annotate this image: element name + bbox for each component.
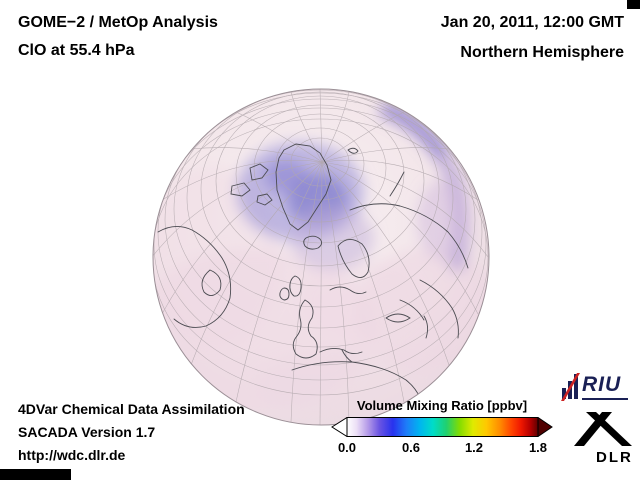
coastlines: [157, 143, 469, 399]
coast-north-america: [157, 226, 232, 328]
colorbar-title: Volume Mixing Ratio [ppbv]: [356, 398, 528, 413]
globe-limb: [152, 88, 490, 426]
colorbar-tick-1: 0.6: [401, 440, 421, 455]
top-right-corner-mark: [627, 0, 640, 9]
coast-africa: [291, 361, 421, 399]
riu-bars-icon: [561, 373, 580, 401]
riu-label: RIU: [582, 373, 622, 396]
footer-version: SACADA Version 1.7: [18, 424, 156, 440]
colorbar-gradient-bar: [346, 417, 539, 437]
riu-underline: [582, 398, 628, 400]
header-product: GOME−2 / MetOp Analysis: [18, 14, 218, 31]
coast-europe: [292, 299, 318, 359]
coast-siberia: [349, 203, 469, 269]
colorbar-right-arrow: [537, 417, 553, 437]
footer-assimilation: 4DVar Chemical Data Assimilation: [18, 401, 245, 417]
header-datetime: Jan 20, 2011, 12:00 GMT: [440, 14, 624, 31]
colorbar-left-arrow: [331, 417, 348, 437]
coast-greenland: [275, 143, 332, 231]
coast-scandinavia: [337, 239, 370, 278]
colorbar-tick-2: 1.2: [464, 440, 484, 455]
riu-logo: RIU: [561, 372, 631, 402]
header-quantity: ClO at 55.4 hPa: [18, 42, 135, 59]
colorbar-tick-3: 1.8: [528, 440, 548, 455]
dlr-logo: DLR: [572, 408, 634, 466]
riu-red-slash-icon: [561, 373, 580, 401]
header-region: Northern Hemisphere: [460, 44, 624, 61]
dlr-label: DLR: [596, 449, 633, 466]
coast-iceland: [303, 235, 323, 250]
bottom-left-corner-mark: [0, 469, 71, 480]
footer-url: http://wdc.dlr.de: [18, 447, 126, 463]
colorbar: [331, 417, 553, 437]
colorbar-tick-0: 0.0: [337, 440, 357, 455]
coast-british-isles: [289, 275, 302, 297]
dlr-emblem-icon: [574, 412, 632, 446]
